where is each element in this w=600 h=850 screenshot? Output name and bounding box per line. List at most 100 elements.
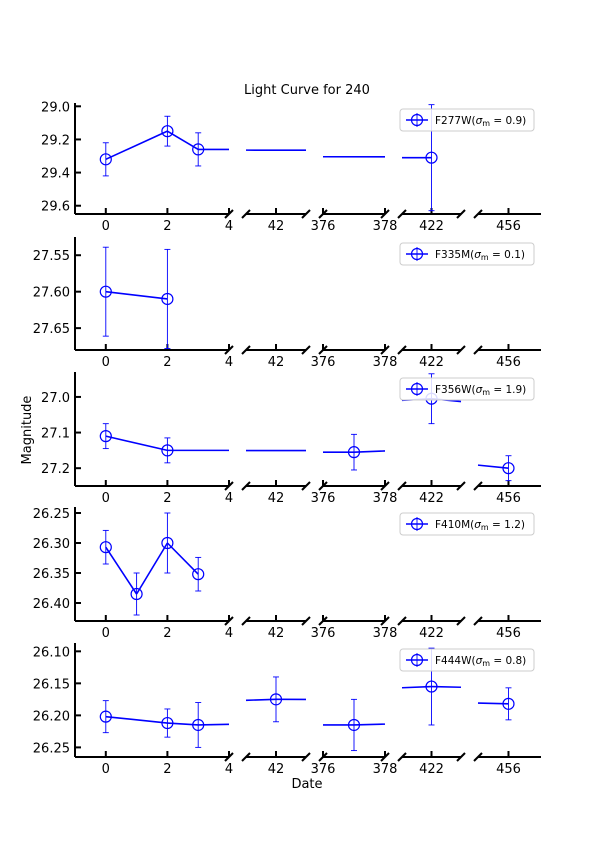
panel-f410m: 26.25 26.30 26.35 26.40 0 2 4 42 376 378 422 456 F41… <box>33 507 541 641</box>
data-point <box>99 153 112 166</box>
data-point <box>130 587 143 601</box>
x-tick-label: 422 <box>419 355 444 370</box>
series-line <box>245 698 277 702</box>
series-line <box>353 450 386 453</box>
x-tick-label: 456 <box>496 762 521 777</box>
data-point <box>99 541 112 554</box>
y-tick-label: 26.40 <box>33 597 70 612</box>
x-tick-label: 4 <box>225 626 233 641</box>
x-tick-label: 422 <box>419 626 444 641</box>
x-tick-label: 456 <box>496 626 521 641</box>
axis-break-mark <box>241 616 251 626</box>
data-point <box>161 292 174 306</box>
data-point <box>192 568 205 581</box>
legend-box <box>399 242 535 266</box>
x-tick-label: 422 <box>419 491 444 506</box>
x-tick-label: 42 <box>268 355 285 370</box>
axis-break-mark <box>301 616 311 626</box>
axis-break-mark <box>397 481 407 491</box>
x-tick-label: 378 <box>373 626 398 641</box>
x-tick-label: 422 <box>419 762 444 777</box>
x-tick-label: 376 <box>311 491 336 506</box>
x-tick-label: 42 <box>268 491 285 506</box>
series-line <box>477 702 509 705</box>
data-point <box>347 718 361 732</box>
x-tick-label: 376 <box>311 219 336 234</box>
y-tick-label: 26.15 <box>33 677 70 692</box>
x-tick-label: 376 <box>311 355 336 370</box>
axis-break-mark <box>473 481 483 491</box>
x-tick-label: 376 <box>311 762 336 777</box>
data-point <box>347 446 361 459</box>
x-tick-label: 4 <box>225 219 233 234</box>
legend-label: F444W(σm = 0.8) <box>435 655 526 668</box>
data-point <box>161 716 174 730</box>
data-point <box>269 693 283 706</box>
legend-marker <box>410 517 424 531</box>
y-tick-label: 29.4 <box>41 167 70 182</box>
panels-group: 29.029.229.429.60 2 4 42 376 378 422 456F277W(σ… <box>33 100 541 777</box>
axis-break-mark <box>301 752 311 762</box>
y-tick-label: 27.1 <box>41 427 70 442</box>
x-tick-label: 2 <box>163 762 171 777</box>
axis-break-mark <box>224 481 234 491</box>
panel-f335m: 27.55 27.60 27.65 0 2 4 42 376 378 422 456 F335M(σm… <box>33 237 541 370</box>
legend-marker <box>410 247 424 261</box>
axis-break-mark <box>241 752 251 762</box>
axis-break-mark <box>301 481 311 491</box>
data-point <box>161 536 174 550</box>
panel-f444w: 26.10 26.15 26.20 26.25 0 2 4 42 376 378 422 456 F44… <box>33 643 541 777</box>
data-point <box>161 125 174 138</box>
x-tick-label: 378 <box>373 762 398 777</box>
data-point <box>425 680 438 693</box>
x-tick-label: 378 <box>373 355 398 370</box>
y-tick-label: 27.2 <box>41 462 70 477</box>
legend-box <box>399 648 535 672</box>
axis-break-mark <box>456 616 466 626</box>
axis-break-mark <box>397 616 407 626</box>
data-point <box>99 285 112 298</box>
axis-break-mark <box>473 345 483 355</box>
legend-marker <box>410 113 424 127</box>
y-tick-label: 26.25 <box>33 741 70 756</box>
axis-break-mark <box>397 752 407 762</box>
y-tick-label: 29.2 <box>41 133 70 148</box>
axis-break-mark <box>380 752 390 762</box>
legend-label: F410M(σm = 1.2) <box>435 519 525 532</box>
axis-break-mark <box>456 752 466 762</box>
series-line <box>135 542 169 595</box>
y-tick-label: 26.35 <box>33 567 70 582</box>
axis-break-mark <box>473 209 483 219</box>
y-tick-label: 27.60 <box>33 286 70 301</box>
axis-break-mark <box>301 345 311 355</box>
x-tick-label: 4 <box>225 762 233 777</box>
legend-marker <box>410 382 424 396</box>
data-point <box>99 430 112 443</box>
axis-break-mark <box>318 752 328 762</box>
data-point <box>502 462 515 475</box>
y-tick-label: 26.25 <box>33 507 70 522</box>
axis-break-mark <box>473 752 483 762</box>
series-line <box>105 715 168 724</box>
axis-break-mark <box>456 345 466 355</box>
axis-break-mark <box>241 209 251 219</box>
axis-break-mark <box>224 345 234 355</box>
series-line <box>431 685 462 689</box>
x-tick-label: 0 <box>102 626 110 641</box>
axis-break-mark <box>318 616 328 626</box>
axis-break-mark <box>380 209 390 219</box>
chart-title: Light Curve for 240 <box>244 83 370 98</box>
legend-box <box>399 108 535 132</box>
data-point <box>192 143 205 156</box>
x-tick-label: 456 <box>496 491 521 506</box>
axis-break-mark <box>224 209 234 219</box>
y-tick-label: 27.0 <box>41 391 70 406</box>
axis-break-mark <box>380 481 390 491</box>
series-line <box>105 546 138 595</box>
legend-label: F356W(σm = 1.9) <box>435 384 526 397</box>
x-tick-label: 42 <box>268 762 285 777</box>
series-line <box>353 723 386 726</box>
y-tick-label: 26.10 <box>33 645 70 660</box>
x-tick-label: 378 <box>373 491 398 506</box>
